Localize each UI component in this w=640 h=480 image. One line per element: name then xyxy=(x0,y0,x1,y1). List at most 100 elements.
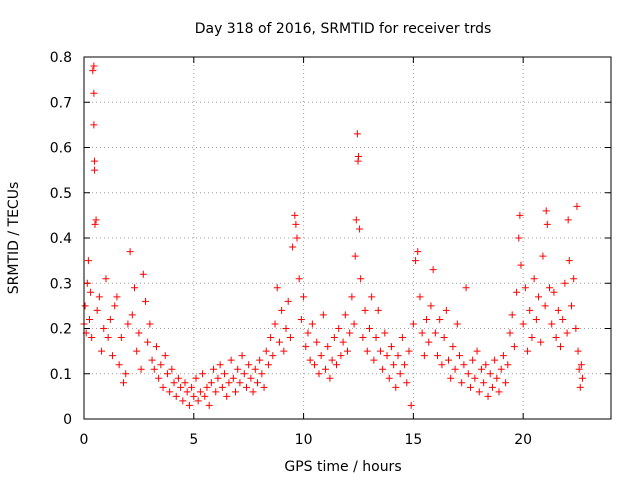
data-point xyxy=(91,166,99,174)
data-point xyxy=(126,248,134,256)
data-point xyxy=(469,356,477,364)
data-point xyxy=(526,306,534,314)
data-point xyxy=(148,356,156,364)
data-point xyxy=(205,401,213,409)
data-point xyxy=(297,315,305,323)
data-point xyxy=(513,288,521,296)
data-point xyxy=(564,216,572,224)
data-point xyxy=(434,352,442,360)
data-point xyxy=(506,329,514,337)
data-point xyxy=(284,297,292,305)
data-point xyxy=(499,352,507,360)
data-point xyxy=(258,370,266,378)
data-point xyxy=(232,388,240,396)
data-point xyxy=(122,370,130,378)
data-point xyxy=(559,315,567,323)
data-point xyxy=(519,320,527,328)
data-point xyxy=(291,211,299,219)
data-point xyxy=(275,338,283,346)
data-point xyxy=(429,266,437,274)
y-tick-label: 0.6 xyxy=(50,141,72,157)
data-point xyxy=(563,329,571,337)
data-point xyxy=(401,361,409,369)
data-point xyxy=(414,248,422,256)
data-point xyxy=(247,374,255,382)
data-point xyxy=(292,220,300,228)
x-tick-label: 10 xyxy=(295,432,313,448)
data-point xyxy=(552,334,560,342)
data-point xyxy=(139,270,147,278)
data-point xyxy=(339,338,347,346)
data-point xyxy=(100,325,108,332)
axis-tick-labels: 0 5 10 15 20 0 0.1 0.2 0.3 0.4 0.5 0.6 0.7 0.8 xyxy=(50,50,532,448)
data-point xyxy=(264,361,272,369)
data-point xyxy=(218,383,226,391)
data-point xyxy=(524,347,532,355)
data-point xyxy=(256,356,264,364)
data-point xyxy=(273,284,281,292)
data-point xyxy=(403,379,411,387)
data-point xyxy=(196,388,204,396)
y-tick-label: 0.3 xyxy=(50,276,72,292)
x-tick-label: 5 xyxy=(189,432,198,448)
data-point xyxy=(508,311,516,319)
data-point xyxy=(253,379,261,387)
y-tick-label: 0.8 xyxy=(50,50,72,66)
data-point xyxy=(229,374,237,382)
data-point xyxy=(91,220,99,228)
data-point xyxy=(262,347,270,355)
data-point xyxy=(350,320,358,328)
data-point xyxy=(90,121,98,129)
data-point xyxy=(172,392,180,400)
data-point xyxy=(111,302,119,310)
data-point xyxy=(161,352,169,360)
data-point xyxy=(416,293,424,301)
data-point xyxy=(442,306,450,314)
data-point xyxy=(412,257,420,265)
x-axis-label: GPS time / hours xyxy=(284,459,401,475)
data-point xyxy=(396,370,404,378)
data-point xyxy=(556,343,564,351)
data-point xyxy=(179,397,187,405)
data-point xyxy=(574,347,582,355)
data-point xyxy=(502,379,510,387)
x-tick-label: 20 xyxy=(514,432,532,448)
data-point xyxy=(515,234,523,242)
data-point xyxy=(368,293,376,301)
data-point xyxy=(87,288,95,296)
data-point xyxy=(528,334,536,342)
data-point xyxy=(348,293,356,301)
data-point xyxy=(315,370,323,378)
data-point xyxy=(365,325,373,332)
data-point xyxy=(425,338,433,346)
data-point xyxy=(102,275,110,283)
y-tick-label: 0.4 xyxy=(50,231,72,247)
data-point xyxy=(346,329,354,337)
data-point xyxy=(328,356,336,364)
data-point xyxy=(322,365,330,373)
data-point xyxy=(83,279,91,287)
data-point xyxy=(163,370,171,378)
data-point xyxy=(84,257,92,265)
data-point xyxy=(352,216,360,224)
data-point xyxy=(90,62,98,70)
data-point xyxy=(335,325,343,332)
data-point xyxy=(311,361,319,369)
data-point xyxy=(137,365,145,373)
data-point xyxy=(210,365,218,373)
data-point xyxy=(390,361,398,369)
data-point xyxy=(286,334,294,342)
data-point xyxy=(561,279,569,287)
data-point xyxy=(344,347,351,355)
data-point xyxy=(484,392,492,400)
data-point xyxy=(445,356,453,364)
data-point xyxy=(460,361,468,369)
data-point xyxy=(341,311,349,319)
data-point xyxy=(530,275,538,283)
data-point xyxy=(146,320,154,328)
data-point xyxy=(578,374,586,382)
data-point xyxy=(517,261,525,269)
data-point xyxy=(251,365,259,373)
data-point xyxy=(203,383,211,391)
